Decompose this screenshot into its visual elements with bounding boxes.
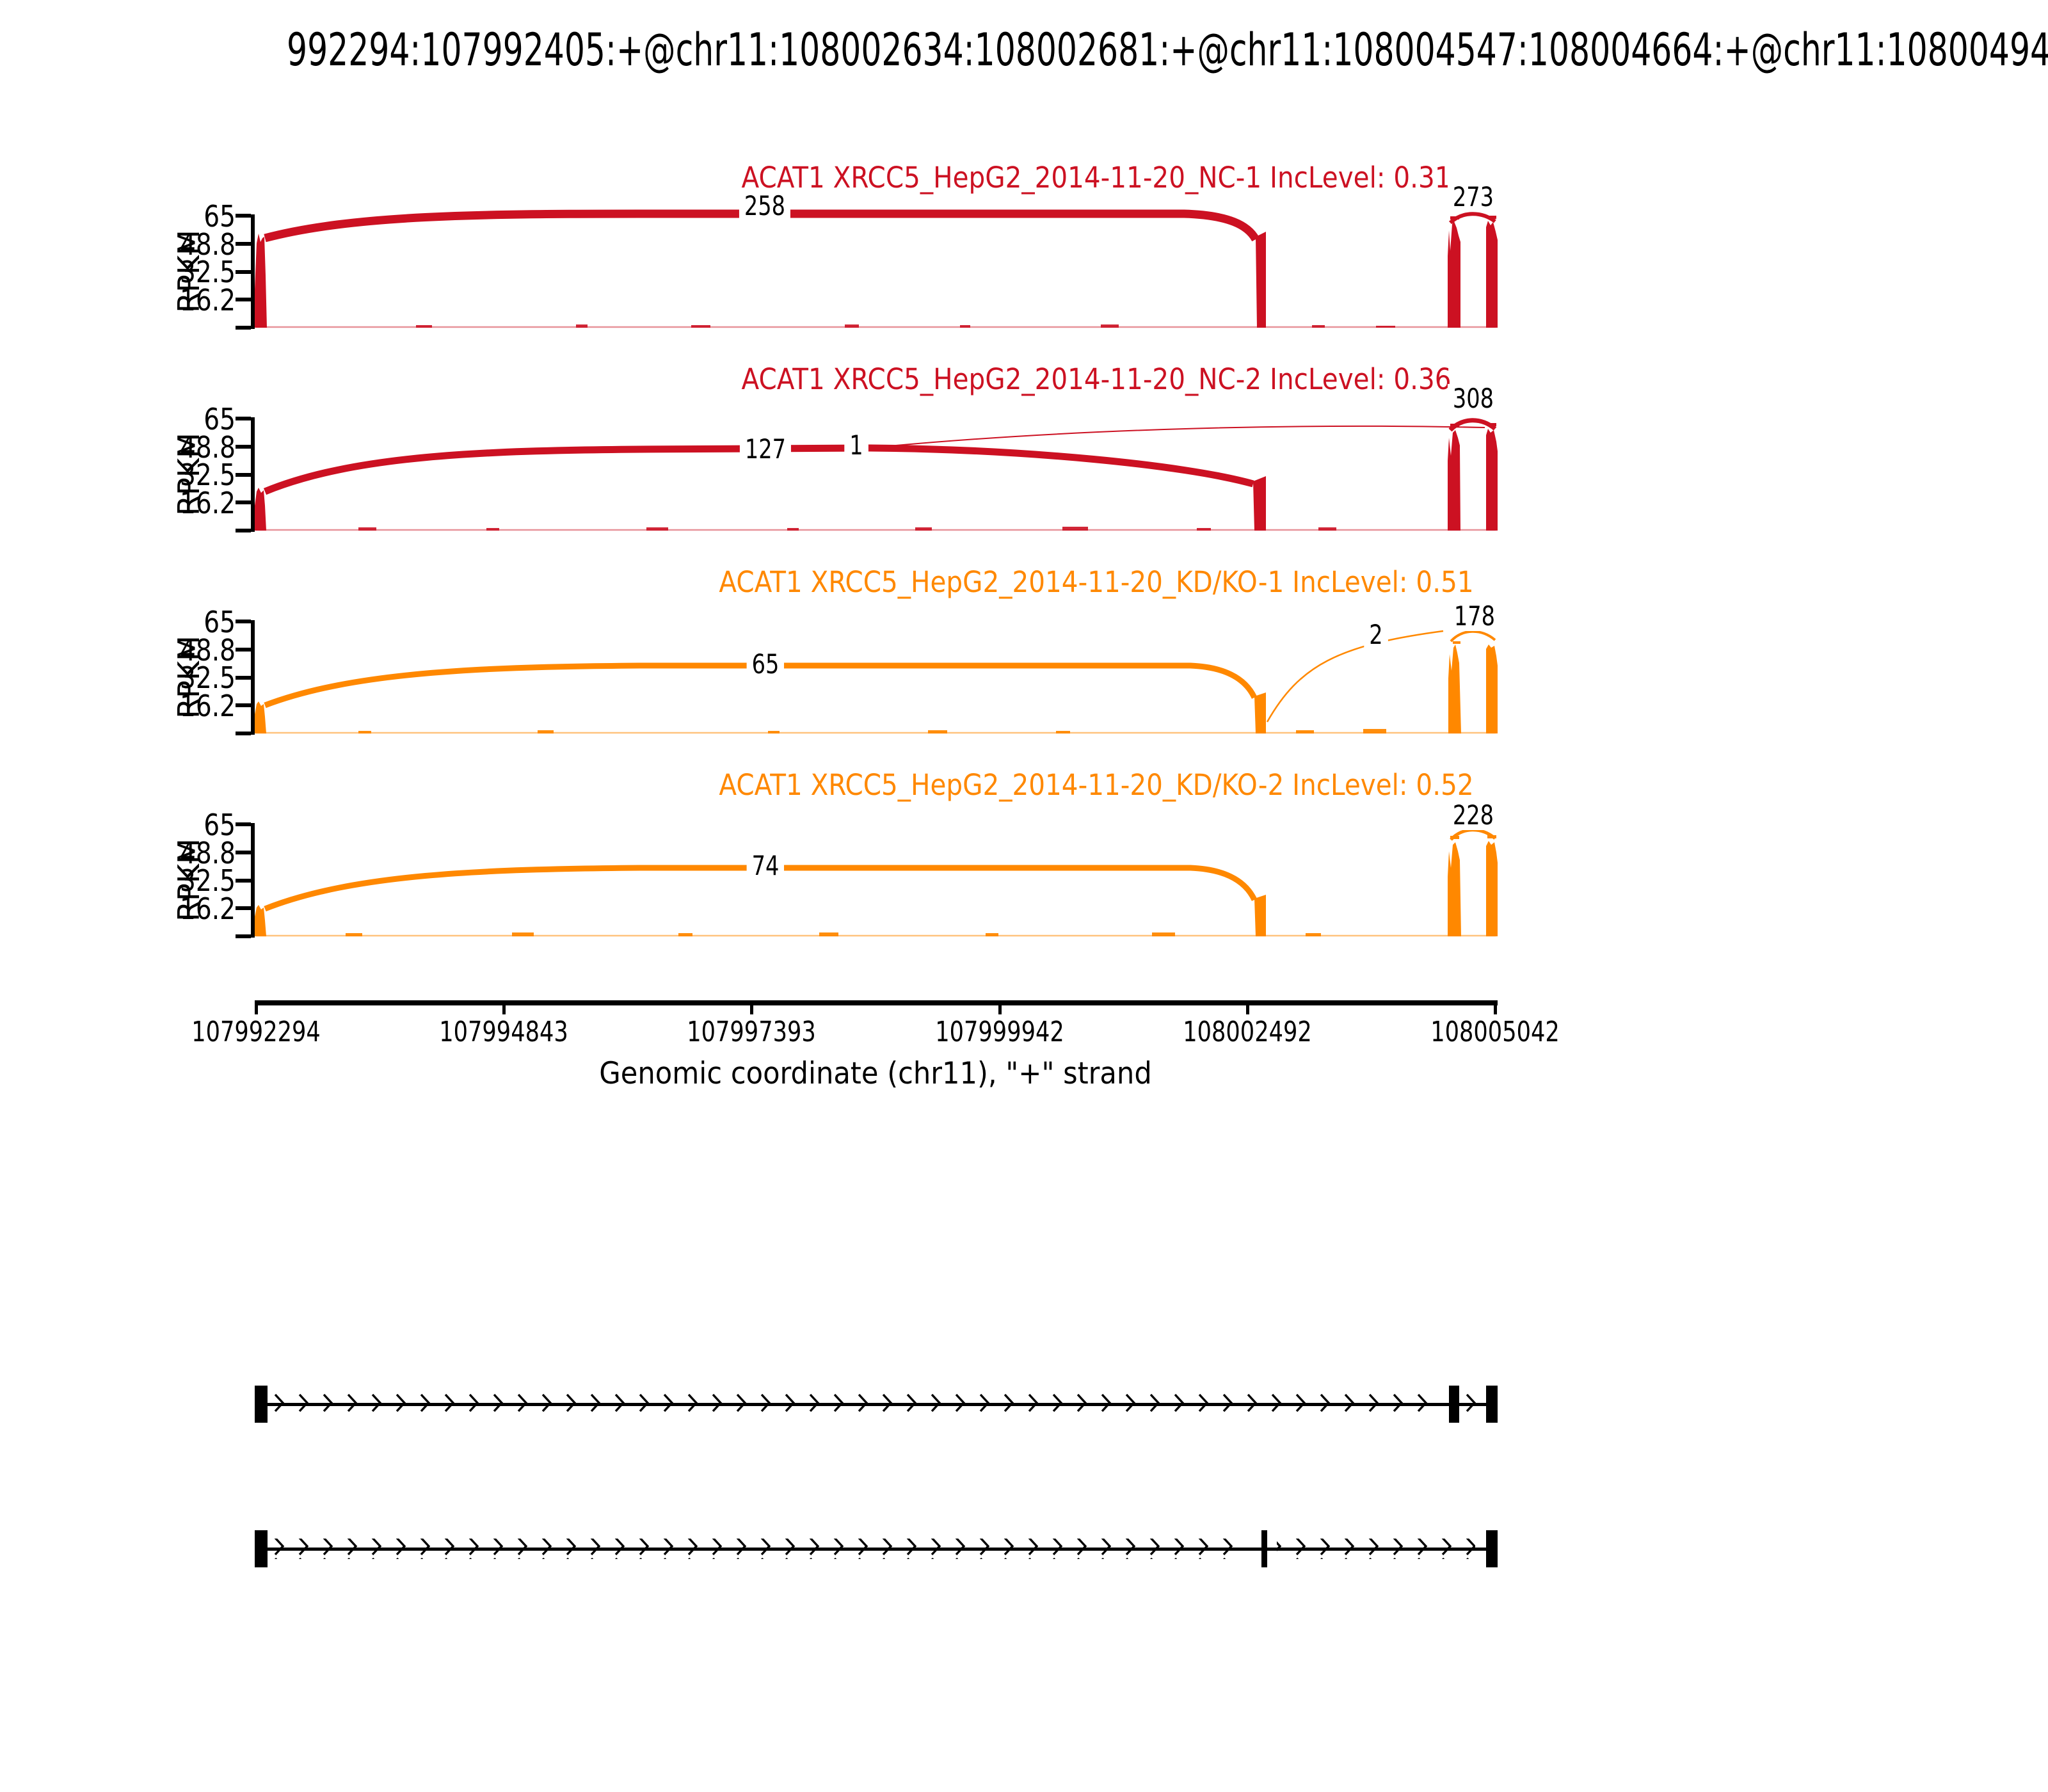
y-tick-label: 16.2: [179, 892, 236, 926]
track-title-kdko1: ACAT1 XRCC5_HepG2_2014-11-20_KD/KO-1 Inc…: [719, 565, 1474, 599]
y-tick-label: 32.5: [179, 458, 236, 492]
exon-coverage-downstream: [1486, 429, 1498, 531]
coverage-track-kdko1: [236, 620, 1498, 735]
event-id-title: 992294:107992405:+@chr11:108002634:10800…: [287, 24, 2048, 76]
y-tick-label: 65: [204, 605, 236, 639]
y-tick-label: 32.5: [179, 255, 236, 289]
y-axis-spine: [251, 214, 255, 329]
exon-mxe2: [1449, 1386, 1459, 1423]
junction-count-label: 2: [1364, 620, 1388, 650]
x-axis-title: Genomic coordinate (chr11), "+" strand: [599, 1056, 1152, 1091]
y-tick-label: 48.8: [179, 633, 236, 668]
exon-coverage-middle: [1254, 895, 1266, 936]
exon-upstream: [255, 1530, 268, 1567]
x-tick-label: 108005042: [1430, 1016, 1560, 1048]
genomic-x-axis: [255, 1000, 1498, 1014]
x-tick-label: 107992294: [191, 1016, 321, 1048]
exon-downstream: [1486, 1386, 1498, 1423]
y-tick-label: 65: [204, 402, 236, 436]
exon-coverage-mxe2: [1448, 221, 1460, 328]
x-tick-label: 107997393: [687, 1016, 816, 1048]
junction-count-label: 308: [1447, 384, 1500, 413]
intron-noise: [346, 932, 1321, 936]
exon-coverage-upstream: [255, 234, 267, 328]
junction-count-label: 74: [746, 851, 785, 881]
intron-noise: [358, 527, 1336, 531]
exon-upstream: [255, 1386, 268, 1423]
y-tick-label: 16.2: [179, 689, 236, 723]
exon-coverage-mxe2: [1448, 644, 1461, 733]
x-tick-label: 107994843: [439, 1016, 568, 1048]
y-tick-label: 32.5: [179, 660, 236, 695]
strand-arrows: [272, 1394, 1434, 1414]
x-axis-line: [255, 1000, 1498, 1005]
strand-arrows: [1277, 1539, 1475, 1559]
junction-count-label: 273: [1447, 182, 1500, 212]
y-axis-spine: [251, 620, 255, 735]
exon-downstream: [1486, 1530, 1498, 1567]
y-tick-label: 16.2: [179, 283, 236, 317]
exon-coverage-mxe2: [1448, 430, 1460, 531]
y-tick-label: 16.2: [179, 486, 236, 520]
exon-mxe1: [1261, 1530, 1267, 1567]
x-tick-label: 108002492: [1183, 1016, 1312, 1048]
coverage-track-nc1: [236, 209, 1498, 330]
junction-arc-65: [264, 662, 1258, 708]
strand-arrows: [272, 1539, 1245, 1559]
x-tick-label: 107999942: [935, 1016, 1064, 1048]
exon-coverage-upstream: [255, 488, 266, 531]
exon-coverage-mxe2: [1448, 842, 1461, 936]
track-title-kdko2: ACAT1 XRCC5_HepG2_2014-11-20_KD/KO-2 Inc…: [719, 768, 1474, 802]
exon-coverage-downstream: [1486, 221, 1498, 328]
y-axis-spine: [251, 823, 255, 938]
track-title-nc1: ACAT1 XRCC5_HepG2_2014-11-20_NC-1 IncLev…: [741, 161, 1452, 195]
junction-count-label: 65: [746, 650, 785, 679]
junction-arc-1: [881, 425, 1485, 447]
track-title-nc2: ACAT1 XRCC5_HepG2_2014-11-20_NC-2 IncLev…: [741, 362, 1452, 396]
coverage-track-kdko2: [236, 822, 1498, 938]
junction-arc-258: [264, 209, 1260, 243]
junction-count-label: 258: [739, 191, 791, 221]
y-tick-label: 48.8: [179, 430, 236, 465]
exon-coverage-downstream: [1486, 644, 1498, 733]
junction-count-label: 1: [844, 431, 868, 460]
exon-coverage-middle: [1256, 232, 1266, 328]
junction-arc-178: [1450, 630, 1496, 643]
y-axis-title: RPKM: [172, 636, 206, 719]
y-tick-label: 32.5: [179, 863, 236, 898]
junction-arc-2: [1266, 630, 1444, 723]
isoform-1-structure: [255, 1386, 1498, 1423]
strand-arrows: [1463, 1394, 1487, 1414]
y-axis-title: RPKM: [172, 838, 206, 922]
y-axis-title: RPKM: [172, 433, 206, 516]
junction-count-label: 178: [1448, 602, 1501, 631]
y-axis-spine: [251, 417, 255, 532]
y-tick-label: 65: [204, 199, 236, 234]
intron-noise: [358, 729, 1386, 733]
exon-coverage-downstream: [1486, 841, 1498, 936]
junction-count-label: 228: [1447, 801, 1500, 830]
y-axis-title: RPKM: [172, 230, 206, 313]
y-tick-label: 65: [204, 808, 236, 842]
junction-arc-74: [264, 865, 1258, 912]
isoform-2-structure: [255, 1530, 1498, 1567]
intron-noise: [416, 324, 1395, 328]
y-tick-label: 48.8: [179, 227, 236, 262]
y-tick-label: 48.8: [179, 836, 236, 870]
exon-coverage-upstream: [255, 701, 266, 733]
exon-coverage-upstream: [255, 905, 266, 936]
exon-coverage-middle: [1254, 692, 1266, 733]
junction-count-label: 127: [739, 435, 792, 464]
exon-coverage-middle: [1253, 476, 1266, 531]
